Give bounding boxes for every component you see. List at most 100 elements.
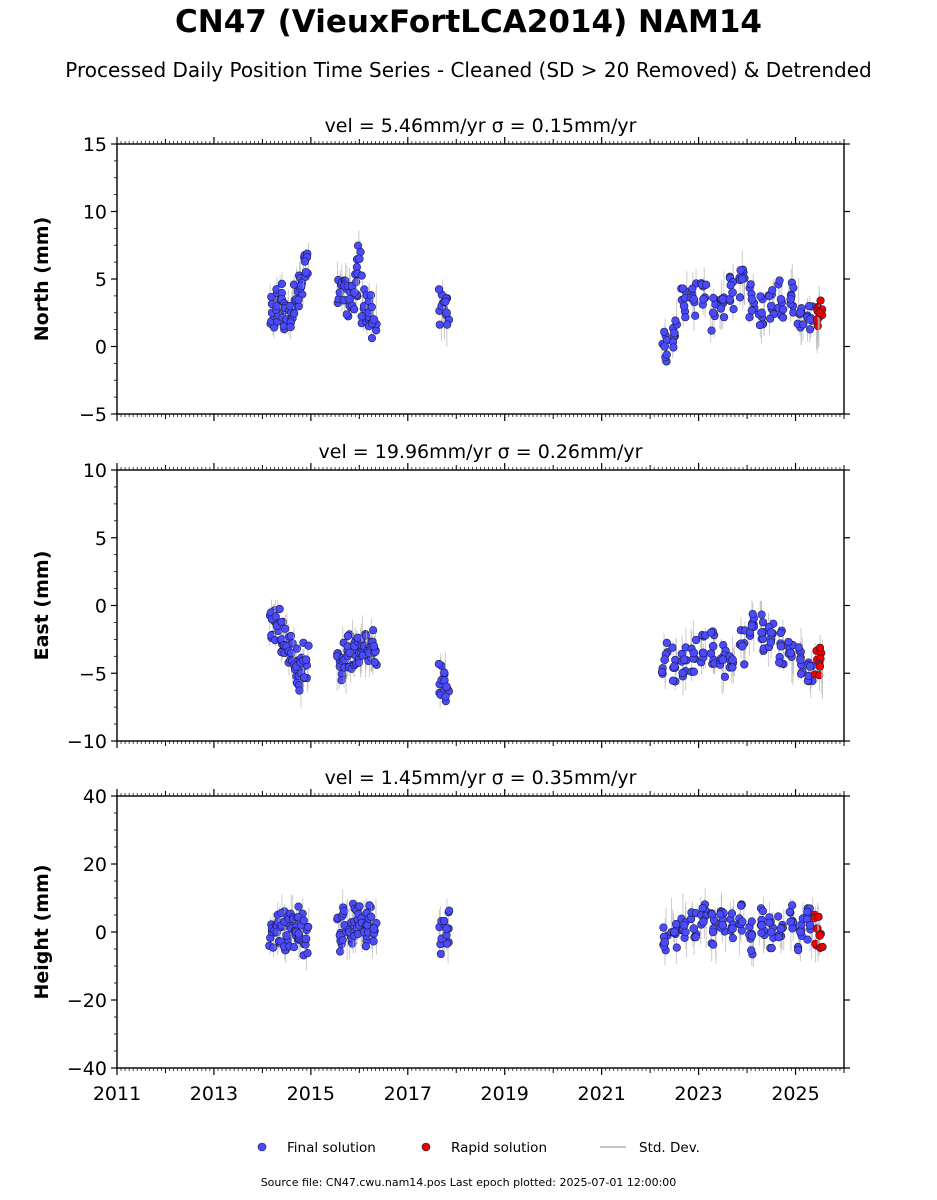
rapid-cluster-point (818, 942, 827, 952)
final-cluster-point (365, 901, 374, 910)
final-cluster-point (755, 320, 764, 330)
final-cluster-point (370, 658, 379, 667)
y-tick-label: 40 (83, 786, 107, 808)
legend-label: Rapid solution (451, 1140, 547, 1156)
footer-source: Source file: CN47.cwu.nam14.pos Last epo… (260, 1176, 677, 1189)
final-cluster-point (668, 676, 678, 685)
final-cluster-point (340, 906, 349, 916)
final-cluster-point (803, 935, 812, 944)
final-point (786, 294, 795, 304)
final-point (805, 662, 815, 671)
y-tick-label: 0 (95, 337, 107, 359)
final-cluster-point (659, 923, 668, 932)
final-cluster-point (720, 672, 730, 681)
final-cluster-point (286, 323, 295, 332)
final-cluster-point (290, 309, 299, 318)
final-point (757, 308, 766, 318)
y-tick-label: 10 (83, 460, 107, 482)
final-cluster-point (757, 928, 766, 937)
panel-title: vel = 5.46mm/yr σ = 0.15mm/yr (325, 115, 637, 137)
final-point (737, 641, 747, 651)
x-tick-label: 2019 (481, 1083, 529, 1105)
final-cluster-point (271, 612, 280, 621)
final-cluster-point (784, 637, 793, 647)
final-cluster-point (369, 626, 378, 635)
final-cluster-point (281, 624, 290, 633)
final-cluster-point (799, 320, 808, 329)
x-tick-label: 2023 (674, 1083, 722, 1105)
final-cluster-point (671, 316, 680, 325)
chart-subtitle: Processed Daily Position Time Series - C… (65, 58, 872, 82)
final-cluster-point (707, 326, 716, 335)
rapid-cluster-point (814, 912, 823, 921)
final-point (301, 655, 311, 665)
final-cluster-point (299, 916, 308, 925)
final-cluster-point (767, 944, 776, 953)
final-cluster-point (304, 922, 313, 932)
final-cluster-point (294, 929, 303, 938)
y-tick-label: 0 (95, 596, 107, 618)
final-cluster-point (747, 946, 756, 955)
final-point (689, 648, 699, 658)
final-point (369, 641, 379, 651)
final-point (301, 267, 311, 277)
final-cluster-point (436, 949, 446, 959)
final-cluster-point (367, 912, 376, 921)
final-point (757, 628, 766, 637)
final-cluster-point (689, 667, 699, 676)
final-point (737, 274, 747, 284)
final-cluster-point (300, 673, 309, 682)
final-cluster-point (672, 943, 681, 952)
final-cluster-point (442, 939, 452, 948)
final-point (670, 662, 679, 671)
final-point (679, 301, 689, 311)
final-cluster-point (716, 910, 725, 919)
final-cluster-point (289, 942, 299, 952)
final-point (747, 931, 757, 940)
y-tick-label: 20 (83, 854, 107, 876)
final-cluster-point (691, 311, 700, 320)
final-cluster-point (709, 940, 718, 949)
final-cluster-point (367, 334, 377, 343)
final-cluster-point (367, 302, 376, 312)
final-point (776, 641, 786, 651)
final-point (786, 917, 795, 927)
rapid-point (815, 308, 825, 318)
chart-title: CN47 (VieuxFortLCA2014) NAM14 (175, 4, 762, 40)
rapid-point (815, 931, 825, 940)
final-cluster-point (440, 916, 449, 926)
final-point (757, 920, 766, 930)
final-cluster-point (657, 667, 667, 677)
final-cluster-point (747, 917, 756, 926)
y-tick-label: 10 (83, 202, 107, 224)
final-cluster-point (354, 658, 364, 667)
final-cluster-point (747, 306, 756, 315)
final-cluster-point (716, 304, 726, 313)
legend-final-marker (257, 1142, 267, 1152)
final-cluster-point (726, 281, 735, 290)
final-cluster-point (779, 305, 788, 314)
final-cluster-point (709, 293, 718, 303)
final-point (776, 924, 786, 933)
final-point (728, 655, 737, 665)
plot-frame (116, 143, 845, 415)
final-point (350, 288, 359, 297)
final-cluster-point (292, 644, 302, 653)
plot-frame (116, 795, 845, 1069)
final-point (718, 920, 728, 930)
x-tick-label: 2021 (577, 1083, 625, 1105)
final-cluster-point (300, 257, 309, 266)
final-cluster-point (698, 903, 707, 913)
final-cluster-point (796, 669, 806, 678)
final-point (689, 294, 699, 304)
x-tick-label: 2025 (771, 1083, 819, 1105)
final-point (747, 621, 757, 631)
final-point (805, 315, 815, 324)
final-cluster-point (669, 343, 678, 352)
final-point (699, 648, 708, 658)
final-point (282, 931, 291, 940)
final-point (660, 342, 669, 351)
final-cluster-point (343, 631, 352, 641)
final-cluster-point (766, 314, 775, 323)
